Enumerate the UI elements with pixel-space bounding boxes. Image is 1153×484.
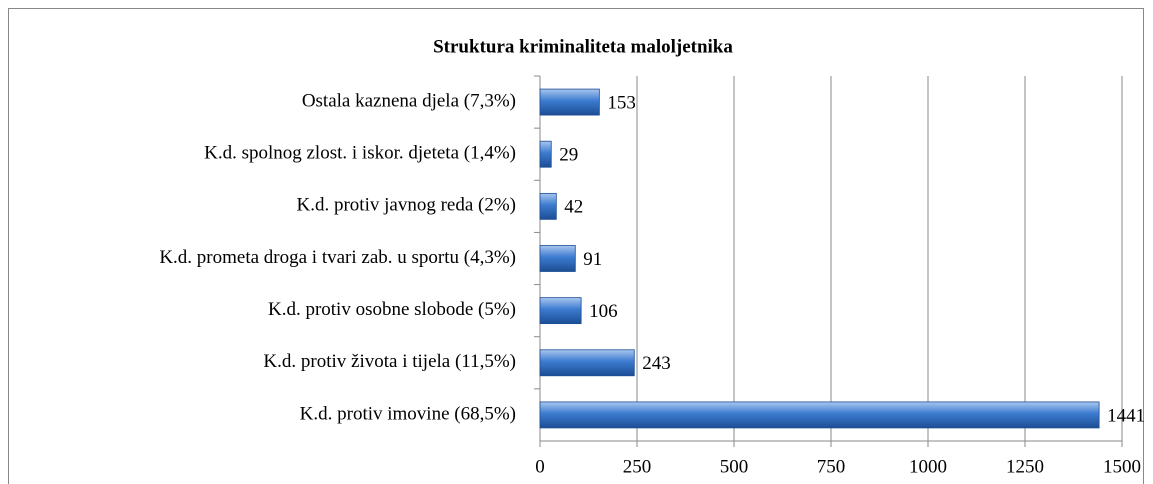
bar [539, 297, 582, 325]
value-label: 91 [583, 249, 602, 270]
bar [539, 192, 557, 220]
x-tick-label: 1000 [909, 456, 947, 477]
x-tick-label: 1250 [1006, 456, 1044, 477]
x-tick-label: 750 [817, 456, 846, 477]
y-tick-label: K.d. protiv osobne slobode (5%) [268, 299, 516, 320]
x-tick-label: 0 [535, 456, 545, 477]
y-tick-label: K.d. prometa droga i tvari zab. u sportu… [159, 247, 516, 268]
x-tick-label: 1500 [1103, 456, 1141, 477]
y-tick-label: K.d. spolnog zlost. i iskor. djeteta (1,… [204, 143, 516, 164]
y-tick-label: K.d. protiv javnog reda (2%) [297, 195, 517, 216]
bar [539, 88, 600, 116]
bar [539, 245, 576, 272]
x-tick-label: 250 [623, 456, 652, 477]
value-label: 243 [642, 353, 671, 374]
y-tick-label: K.d. protiv života i tijela (11,5%) [263, 351, 516, 372]
bar [539, 140, 552, 168]
chart-frame [8, 8, 1144, 484]
value-label: 42 [564, 197, 583, 218]
bar [539, 349, 635, 377]
y-tick-label: Ostala kaznena djela (7,3%) [302, 90, 516, 111]
chart-title: Struktura kriminaliteta maloljetnika [433, 36, 733, 57]
x-tick-label: 500 [720, 456, 749, 477]
value-label: 1441 [1107, 405, 1145, 426]
value-label: 153 [607, 92, 636, 113]
bar [539, 401, 1100, 429]
value-label: 29 [559, 145, 578, 166]
value-label: 106 [589, 301, 618, 322]
y-tick-label: K.d. protiv imovine (68,5%) [300, 403, 516, 424]
